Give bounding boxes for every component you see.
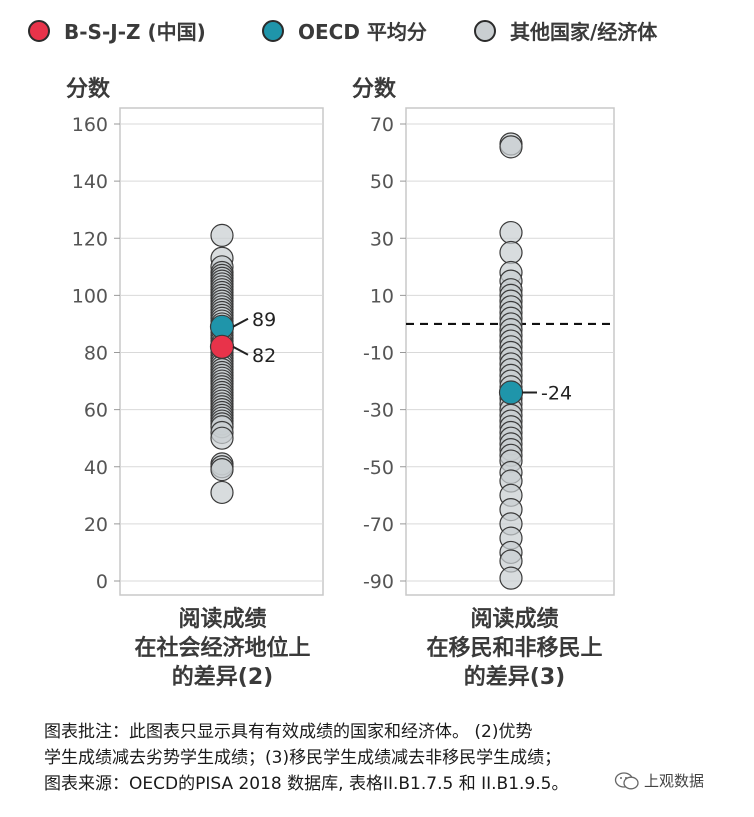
chart-ses: 分数 0 20 40 60 80 100 120 140 160 89 82 (66, 76, 324, 596)
chart-immigrant: 分数 -90 -70 -50 -30 -10 10 30 50 70 -24 (352, 76, 615, 596)
leader-line-oecd (232, 317, 249, 328)
data-label-china: 82 (252, 345, 276, 367)
y-tick-label: 0 (96, 571, 108, 593)
y-tick-label: -50 (363, 457, 394, 479)
charts-area: 分数 0 20 40 60 80 100 120 140 160 89 82 分数 -90 -70 -50 -3… (66, 76, 615, 596)
y-tick-label: 140 (72, 171, 108, 193)
legend-label-china: B-S-J-Z (中国) (64, 20, 206, 44)
legend-item-china: B-S-J-Z (中国) (28, 16, 206, 45)
y-tick-label: -10 (363, 343, 394, 365)
y-tick-label: 30 (370, 228, 394, 250)
data-label-oecd: 89 (252, 309, 276, 331)
data-point-other (499, 566, 523, 590)
legend-label-others: 其他国家/经济体 (510, 20, 658, 44)
legend-item-oecd: OECD 平均分 (262, 16, 427, 45)
legend-label-oecd: OECD 平均分 (298, 20, 427, 44)
y-tick-label: -30 (363, 400, 394, 422)
data-label-oecd: -24 (541, 382, 572, 404)
y-tick-label: 100 (72, 285, 108, 307)
data-point-other (210, 426, 234, 450)
y-tick-label: 80 (84, 343, 108, 365)
watermark: 上观数据 (614, 770, 704, 791)
watermark-text: 上观数据 (644, 772, 705, 790)
data-point-china (209, 334, 235, 359)
legend-item-others: 其他国家/经济体 (474, 16, 657, 45)
data-point-other (210, 223, 234, 247)
y-tick-label: -90 (363, 571, 394, 593)
leader-line-china (232, 345, 249, 356)
teal-dot-icon (262, 19, 284, 42)
note-line-2: 学生成绩减去劣势学生成绩；(3)移民学生成绩减去非移民学生成绩； (44, 748, 562, 768)
legend: B-S-J-Z (中国) OECD 平均分 其他国家/经济体 (0, 0, 754, 60)
y-tick-label: -70 (363, 514, 394, 536)
y-tick-label: 50 (370, 171, 394, 193)
data-point-other (499, 220, 523, 245)
y-tick-label: 60 (84, 400, 108, 422)
chart-notes: 图表批注：此图表只显示具有有效成绩的国家和经济体。 (2)优势 学生成绩减去劣势… (44, 719, 724, 797)
wechat-icon (614, 771, 639, 789)
y-axis-label-immigrant: 分数 (352, 76, 397, 102)
data-point-other (210, 458, 234, 482)
data-point-other (499, 135, 523, 159)
y-tick-label: 120 (72, 228, 108, 250)
red-dot-icon (28, 19, 50, 42)
y-tick-label: 160 (72, 114, 108, 136)
y-tick-label: 20 (84, 514, 108, 536)
chart-title-immigrant: 阅读成绩 在移民和非移民上 的差异(3) (392, 605, 637, 692)
chart-title-ses: 阅读成绩 在社会经济地位上 的差异(2) (100, 605, 345, 692)
data-point-other (499, 240, 523, 265)
plot-frame-ses (119, 107, 324, 596)
y-tick-label: 40 (84, 457, 108, 479)
note-line-1: 图表批注：此图表只显示具有有效成绩的国家和经济体。 (2)优势 (44, 722, 533, 742)
y-tick-label: 10 (370, 285, 394, 307)
note-line-3: 图表来源：OECD的PISA 2018 数据库, 表格II.B1.7.5 和 I… (44, 774, 569, 794)
data-point-oecd (498, 380, 524, 405)
chart-title-immigrant-line-3: 的差异(3) (463, 665, 566, 690)
grey-dot-icon (474, 19, 496, 42)
y-axis-label-ses: 分数 (66, 76, 111, 102)
chart-title-ses-line-2: 在社会经济地位上 (134, 636, 311, 661)
data-point-other (210, 480, 234, 505)
chart-title-immigrant-line-1: 阅读成绩 (470, 607, 559, 632)
plot-frame-immigrant (405, 107, 615, 596)
y-tick-label: 70 (370, 114, 394, 136)
chart-title-ses-line-1: 阅读成绩 (178, 607, 267, 632)
chart-title-immigrant-line-2: 在移民和非移民上 (426, 636, 603, 661)
chart-title-ses-line-3: 的差异(2) (171, 665, 274, 690)
